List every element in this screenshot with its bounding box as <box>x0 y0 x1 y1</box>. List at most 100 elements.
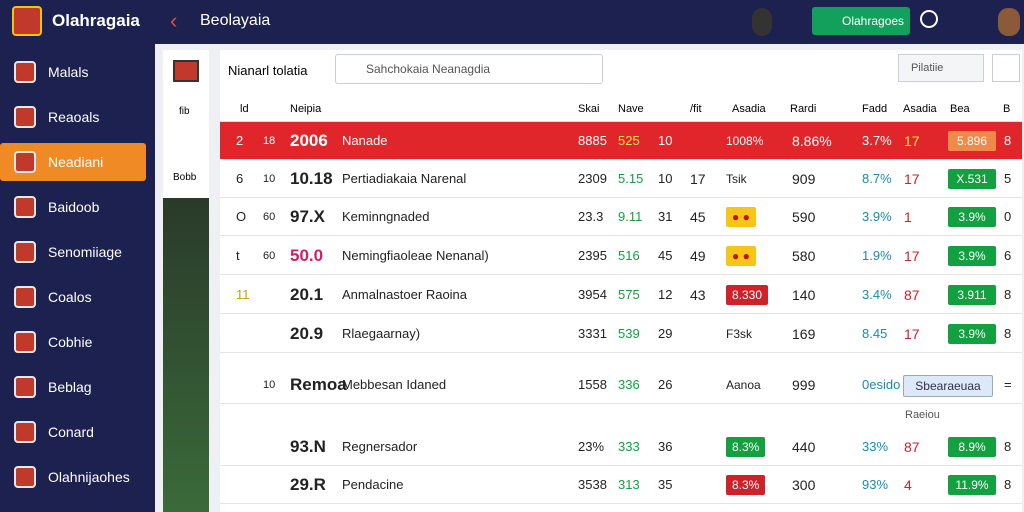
icon[interactable] <box>920 10 938 28</box>
menu-item[interactable]: Neadiani <box>0 143 146 181</box>
cell-badge: 1008% <box>726 134 764 148</box>
cell-score: Remoa <box>290 375 347 394</box>
menu-item[interactable]: Reaoals <box>0 98 155 136</box>
column-header: Bea <box>950 103 970 115</box>
cell-w: 17 <box>904 248 920 264</box>
search-box[interactable]: Sahchokaia Neanagdia <box>335 54 603 84</box>
menu-icon <box>14 196 36 218</box>
cell-b: 5.15 <box>618 171 644 186</box>
menu-item[interactable]: Cobhie <box>0 323 155 361</box>
cell-c: 29 <box>658 326 673 341</box>
avatar[interactable] <box>752 8 772 36</box>
cell-rank: 2 <box>236 133 244 148</box>
menu-item[interactable]: Olahnijaohes <box>0 458 155 496</box>
cell-pill: 3.9% <box>948 324 996 344</box>
column-header: Nave <box>618 103 644 115</box>
cell-a: 1558 <box>578 377 607 392</box>
cell-pill: 3.911 <box>948 285 996 305</box>
menu-icon <box>14 421 36 443</box>
cell-w: 17 <box>904 171 920 187</box>
cell-w: 1 <box>904 209 912 225</box>
cell-a: 23.3 <box>578 209 604 224</box>
cell-c: 35 <box>658 477 673 492</box>
cell-pct: 33% <box>862 439 889 454</box>
cell-badge: 8.330 <box>726 285 769 305</box>
cell-pct: 8.45 <box>862 326 888 341</box>
logo <box>12 6 42 36</box>
cell-end: 8 <box>1004 477 1012 492</box>
column-header: ld <box>240 103 249 115</box>
cell-score: 10.18 <box>290 169 333 188</box>
menu-item[interactable]: Baidoob <box>0 188 155 226</box>
cell-badge: 8.3% <box>726 437 766 457</box>
action-button[interactable]: Olahragoes <box>812 7 910 35</box>
cell-score: 50.0 <box>290 246 324 265</box>
cell-pct: 3.4% <box>862 287 892 302</box>
back-icon[interactable]: ‹ <box>170 8 178 33</box>
menu-item[interactable]: Malals <box>0 53 155 91</box>
menu-item[interactable]: Conard <box>0 413 155 451</box>
cell-num: 10 <box>263 173 276 185</box>
cell-name: Pendacine <box>342 477 404 492</box>
cell-name: Mebbesan Idaned <box>342 377 447 392</box>
column-header: Fadd <box>862 103 888 115</box>
cell-icon: 17 <box>690 171 706 187</box>
cell-name: Nanade <box>342 133 388 148</box>
column-header: B <box>1003 103 1011 115</box>
cell-badge: ● ● <box>726 207 756 227</box>
table-header <box>220 96 1022 122</box>
cell-w: 4 <box>904 477 912 493</box>
cell-num: 60 <box>263 250 276 262</box>
menu-item[interactable]: Senomiiage <box>0 233 155 271</box>
menu-icon <box>14 61 36 83</box>
column-header: Skai <box>578 103 600 115</box>
menu-item[interactable]: Coalos <box>0 278 155 316</box>
cell-score: 2006 <box>290 131 328 150</box>
row-note: Raeiou <box>905 409 940 421</box>
cell-pill[interactable]: Sbearaeuaa <box>903 375 993 397</box>
table-row <box>220 198 1022 236</box>
cell-end: = <box>1004 377 1012 392</box>
cell-v: 169 <box>792 326 816 342</box>
cell-pill: 5.896 <box>948 131 996 151</box>
cell-end: 8 <box>1004 326 1012 341</box>
cell-b: 333 <box>618 439 640 454</box>
column-header: Asadia <box>903 103 937 115</box>
menu-item[interactable]: Beblag <box>0 368 155 406</box>
edit-button[interactable] <box>992 54 1020 82</box>
menu-icon <box>14 106 36 128</box>
cell-badge: ● ● <box>726 246 756 266</box>
team-logo <box>173 60 199 82</box>
cell-v: 909 <box>792 171 816 187</box>
menu-icon <box>14 241 36 263</box>
cell-v: 580 <box>792 248 816 264</box>
cell-a: 8885 <box>578 133 607 148</box>
cell-num: 18 <box>263 135 276 147</box>
cell-w: 87 <box>904 287 920 303</box>
cell-b: 336 <box>618 377 640 392</box>
menu-icon <box>14 466 36 488</box>
cell-v: 300 <box>792 477 816 493</box>
profile[interactable] <box>998 8 1020 36</box>
cell-end: 0 <box>1004 209 1012 224</box>
cell-rank: t <box>236 248 240 263</box>
cell-score: 93.N <box>290 437 326 456</box>
cell-end: 8 <box>1004 133 1012 148</box>
cell-c: 10 <box>658 171 673 186</box>
dropdown[interactable]: Pilatiie <box>898 54 984 82</box>
cell-a: 2395 <box>578 248 607 263</box>
cell-rank: O <box>236 209 247 224</box>
cell-pill: 3.9% <box>948 207 996 227</box>
brand: Olahragaia <box>52 11 140 30</box>
cell-name: Rlaegaarnay) <box>342 326 421 341</box>
side-panel: fib Bobb <box>163 50 209 512</box>
cell-b: 9.11 <box>618 209 643 224</box>
cell-v: 590 <box>792 209 816 225</box>
table-row <box>220 466 1022 504</box>
cell-rank: 11 <box>236 287 250 302</box>
cell-b: 539 <box>618 326 640 341</box>
cell-badge: Aanoa <box>726 378 761 392</box>
cell-end: 8 <box>1004 439 1012 454</box>
cell-score: 97.X <box>290 207 325 226</box>
cell-c: 45 <box>658 248 673 263</box>
